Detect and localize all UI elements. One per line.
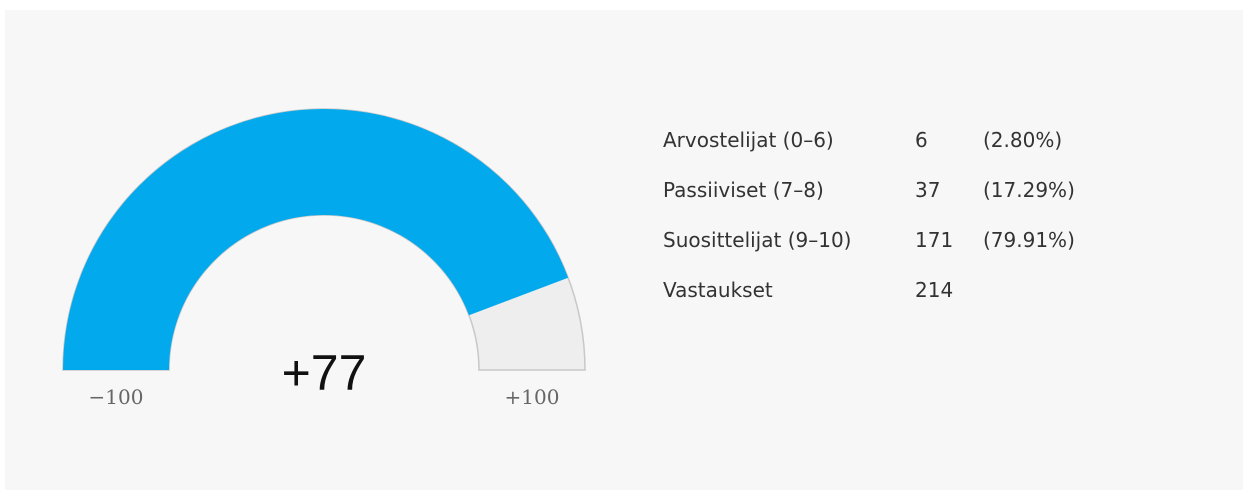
gauge-value	[63, 109, 569, 371]
table-cell: 171	[915, 228, 954, 252]
table-cell: (2.80%)	[983, 128, 1063, 152]
table-cell: (17.29%)	[983, 178, 1075, 202]
table-cell: (79.91%)	[983, 228, 1075, 252]
tick-label: −100	[89, 385, 144, 409]
table-cell: Suosittelijat (9–10)	[663, 228, 852, 252]
table-cell: 6	[915, 128, 928, 152]
table-cell: 214	[915, 278, 954, 302]
tick-label: +100	[505, 385, 560, 409]
table-cell: Vastaukset	[663, 278, 773, 302]
gauge: −100 +100 +77	[62, 108, 586, 409]
table-cell: 37	[915, 178, 941, 202]
table-cell: Passiiviset (7–8)	[663, 178, 824, 202]
gauge-value-label: +77	[282, 345, 367, 401]
table-cell: Arvostelijat (0–6)	[663, 128, 834, 152]
